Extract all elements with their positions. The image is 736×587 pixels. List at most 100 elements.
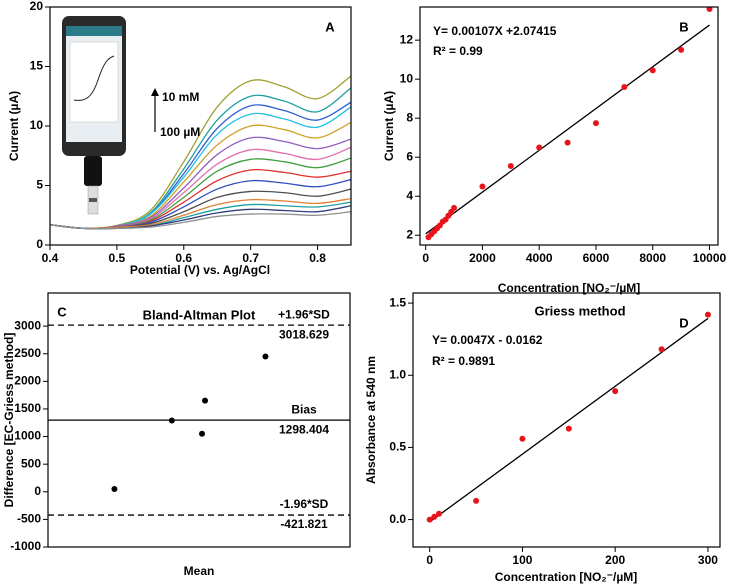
concentration-arrow	[151, 88, 159, 132]
x-tick-label: 0.5	[109, 251, 126, 265]
data-point	[565, 425, 572, 432]
data-point	[199, 430, 206, 437]
annotation: 100 µM	[160, 125, 200, 139]
annotation: R² = 0.9891	[432, 354, 495, 368]
data-point	[536, 144, 543, 151]
y-tick-label: 5	[36, 178, 43, 192]
plot-area	[426, 311, 711, 523]
reference-value: 1298.404	[279, 422, 329, 436]
x-tick-label: 6000	[583, 251, 610, 265]
x-axis-label: Mean	[184, 564, 215, 578]
data-point	[202, 397, 209, 404]
data-point	[111, 486, 118, 493]
y-tick-label: 2000	[14, 374, 41, 388]
y-axis-label: Absorbance at 540 nm	[364, 356, 378, 484]
x-tick-label: 0.4	[42, 251, 59, 265]
y-tick-label: 8	[406, 110, 413, 124]
data-point	[612, 388, 619, 395]
x-tick-label: 4000	[526, 251, 553, 265]
data-point	[519, 435, 526, 442]
voltammogram-line	[50, 211, 351, 230]
y-tick-label: 3000	[14, 318, 41, 332]
y-tick-label: 1000	[14, 429, 41, 443]
axes-frame	[419, 6, 719, 246]
y-axis-label: Difference [EC-Griess method]	[2, 333, 16, 508]
data-point	[621, 83, 628, 90]
y-tick-label: 15	[30, 59, 44, 73]
annotation: R² = 0.99	[433, 44, 483, 58]
y-tick-label: 6	[406, 149, 413, 163]
y-axis-label: Current (µA)	[7, 91, 21, 161]
data-point	[564, 139, 571, 146]
data-point	[704, 311, 711, 318]
axes-frame	[47, 292, 351, 548]
reference-label: -1.96*SD	[280, 497, 329, 511]
data-point	[473, 497, 480, 504]
x-axis-label: Concentration [NO₂⁻/µM]	[495, 570, 638, 584]
panel-label: C	[57, 304, 67, 319]
annotation: Y= 0.00107X +2.07415	[433, 24, 557, 38]
x-tick-label: 0	[426, 553, 433, 567]
x-tick-label: 8000	[639, 251, 666, 265]
fit-line	[429, 317, 709, 523]
data-point	[435, 510, 442, 517]
chart-title: Griess method	[534, 303, 625, 318]
x-tick-label: 0.8	[309, 251, 326, 265]
y-tick-label: 2500	[14, 346, 41, 360]
reference-label: Bias	[291, 402, 317, 416]
x-tick-label: 200	[605, 553, 625, 567]
x-tick-label: 0.7	[242, 251, 259, 265]
reference-value: 3018.629	[279, 327, 329, 341]
y-tick-label: 12	[400, 32, 414, 46]
data-point	[479, 183, 486, 190]
data-point	[431, 513, 438, 520]
data-point	[262, 353, 269, 360]
fit-line	[425, 24, 710, 235]
x-axis-label: Concentration [NO₂⁻/µM]	[498, 281, 641, 295]
data-point	[706, 7, 713, 12]
data-point	[649, 67, 656, 74]
y-tick-label: -1000	[10, 539, 41, 553]
data-point	[507, 162, 514, 169]
reference-label: +1.96*SD	[278, 307, 330, 321]
x-tick-label: 0.6	[175, 251, 192, 265]
annotation: 10 mM	[162, 90, 199, 104]
x-tick-label: 0	[422, 251, 429, 265]
y-tick-label: -500	[17, 512, 41, 526]
data-point	[426, 516, 433, 523]
x-tick-label: 100	[512, 553, 532, 567]
panel-label: B	[679, 19, 688, 34]
x-tick-label: 2000	[469, 251, 496, 265]
axes-frame	[412, 292, 721, 548]
plot-area	[425, 7, 713, 241]
y-tick-label: 2	[406, 227, 413, 241]
y-tick-label: 4	[406, 188, 413, 202]
axes-frame	[49, 6, 352, 246]
y-tick-label: 10	[30, 118, 44, 132]
data-point	[451, 204, 458, 211]
phone-illustration	[62, 16, 126, 215]
reference-value: -421.821	[280, 517, 328, 531]
data-point	[678, 46, 685, 53]
x-axis-label: Potential (V) vs. Ag/AgCl	[130, 263, 270, 277]
y-tick-label: 1.5	[389, 295, 406, 309]
y-tick-label: 10	[400, 71, 414, 85]
y-tick-label: 500	[21, 456, 41, 470]
y-axis-label: Current (µA)	[382, 91, 396, 161]
y-tick-label: 0.0	[389, 512, 406, 526]
y-tick-label: 1.0	[389, 367, 406, 381]
plot-area	[50, 75, 351, 230]
y-tick-label: 0.5	[389, 440, 406, 454]
chart-title: Bland-Altman Plot	[143, 307, 256, 322]
data-point	[658, 346, 665, 353]
panel-label: A	[325, 19, 335, 34]
x-tick-label: 10000	[693, 251, 727, 265]
y-tick-label: 0	[36, 237, 43, 251]
x-tick-label: 300	[698, 553, 718, 567]
y-tick-label: 1500	[14, 401, 41, 415]
y-tick-label: 20	[30, 0, 44, 13]
data-point	[592, 120, 599, 127]
annotation: Y= 0.0047X - 0.0162	[432, 333, 543, 347]
plot-area	[111, 353, 269, 493]
